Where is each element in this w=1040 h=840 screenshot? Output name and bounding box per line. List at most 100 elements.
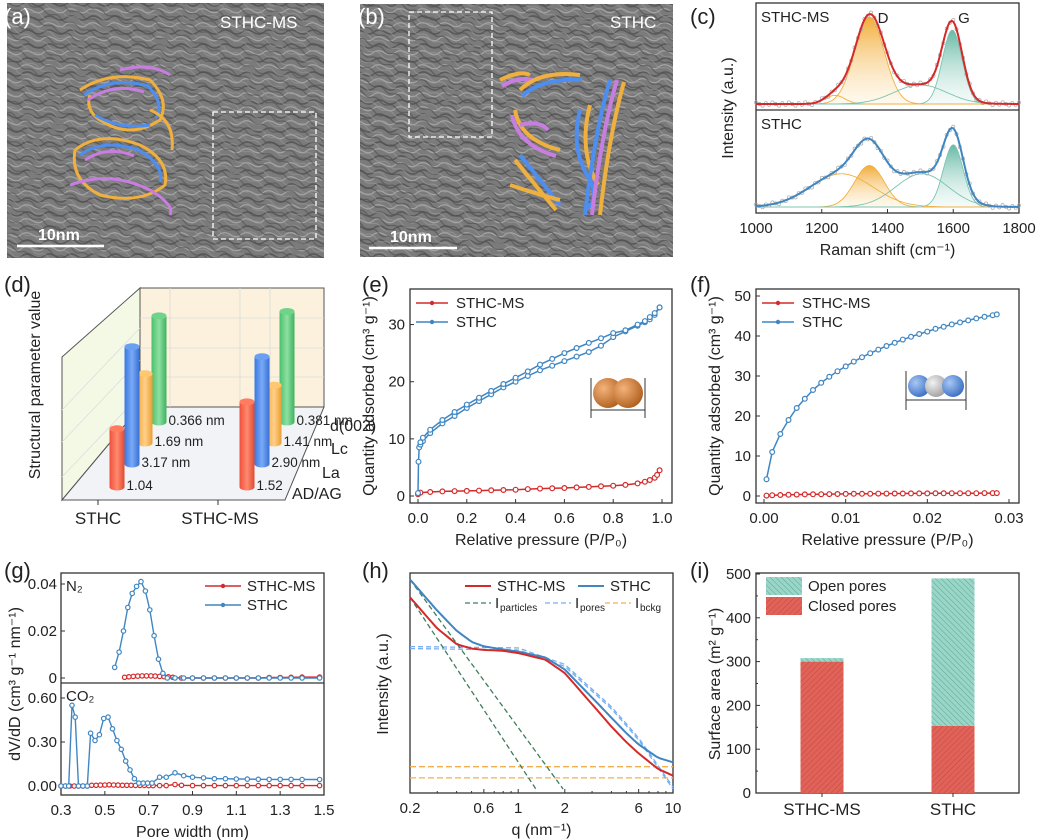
subplot-gas-label: N₂	[66, 578, 83, 595]
data-point	[777, 431, 784, 438]
data-point	[785, 491, 792, 498]
bar-open-pores-STHC-MS	[800, 658, 844, 662]
data-point	[69, 702, 75, 709]
data-point	[850, 358, 857, 365]
data-point	[973, 315, 980, 322]
legend-marker	[429, 300, 435, 306]
data-point	[266, 776, 273, 783]
y-axis-label: Surface area (m² g⁻¹)	[707, 608, 724, 760]
legend-label: I	[635, 595, 639, 612]
data-point	[476, 394, 483, 401]
data-point	[255, 782, 262, 789]
peak-component-D3	[756, 173, 1019, 208]
legend-label: Open pores	[808, 578, 886, 595]
o-atom-icon	[908, 375, 930, 397]
plot-frame	[755, 288, 1020, 504]
data-point	[610, 482, 617, 489]
legend-label: STHC-MS	[456, 295, 524, 312]
data-point	[244, 675, 251, 681]
data-point	[222, 782, 229, 789]
data-point	[585, 339, 592, 346]
data-point	[222, 775, 229, 782]
data-point	[244, 776, 251, 782]
bar-top	[124, 343, 140, 351]
series-line-STHC	[114, 580, 320, 679]
data-point	[842, 490, 849, 497]
depth-label: La	[322, 465, 340, 482]
x-tick-label: 1.1	[226, 802, 247, 819]
data-point	[233, 776, 240, 782]
data-point	[656, 467, 663, 474]
x-tick-label: 0.9	[182, 802, 203, 819]
data-point	[834, 368, 841, 375]
data-point	[561, 350, 568, 357]
data-point	[785, 417, 792, 424]
y-tick-label: 10	[388, 431, 405, 448]
data-point	[155, 656, 162, 663]
data-point	[834, 491, 841, 498]
legend-label-bckg: bckg	[640, 603, 661, 614]
data-point	[87, 730, 94, 737]
panel-g: (g) 0.3 0.5 0.7 0.9 1.1 1.3 1.5 Pore width (nm)…	[4, 558, 334, 840]
data-point	[58, 783, 64, 789]
y-axis-label: Structural parameter value	[27, 291, 44, 480]
bar-value-label: 2.90 nm	[272, 455, 321, 470]
data-point	[149, 780, 155, 786]
data-point	[128, 782, 134, 789]
bar-top	[279, 308, 295, 316]
x-tick-label: 0.00	[749, 510, 778, 527]
data-point	[233, 782, 240, 789]
legend-label: Closed pores	[808, 598, 896, 615]
bar-base	[109, 483, 125, 491]
data-point	[415, 458, 422, 465]
data-point	[993, 490, 1000, 497]
data-point	[573, 345, 580, 352]
data-point	[189, 782, 196, 789]
bar-Lc-STHC-MS	[266, 385, 282, 443]
legend-marker	[775, 300, 781, 306]
data-point	[100, 715, 107, 722]
data-point	[419, 434, 426, 441]
data-point	[916, 490, 923, 497]
data-point	[549, 362, 556, 369]
x-tick-label: 1.5	[314, 802, 335, 819]
data-point	[277, 782, 284, 789]
fit-total-STHC-MS	[756, 13, 1019, 105]
data-point	[561, 358, 568, 365]
panel-label-d: (d)	[4, 272, 31, 297]
y-tick-label: 50	[734, 288, 751, 305]
panel-f: (f) 0.00 0.01 0.02 0.03 0 10 20 30 40 50 Relative …	[690, 272, 1024, 549]
zoom-region-box-a	[212, 111, 317, 240]
data-point	[110, 782, 117, 788]
panel-label-h: (h)	[362, 558, 389, 583]
data-point	[133, 583, 140, 590]
legend-label: I	[575, 595, 579, 612]
x-tick-label: 0.7	[138, 802, 159, 819]
x-tick-label: 1	[514, 800, 522, 817]
g-band-label: G	[958, 10, 970, 27]
data-point	[178, 782, 185, 789]
x-tick-label: 0.4	[505, 510, 526, 527]
data-point	[858, 490, 865, 497]
data-point	[818, 379, 825, 386]
data-point	[801, 491, 808, 498]
data-point	[164, 675, 171, 681]
data-point	[92, 737, 98, 744]
data-point	[244, 782, 251, 789]
data-point	[120, 628, 127, 634]
data-point	[793, 405, 800, 412]
bar-base	[151, 418, 167, 426]
data-point	[769, 492, 776, 499]
data-point	[255, 675, 262, 681]
bar-closed-pores-STHC-MS	[800, 661, 844, 793]
data-point	[809, 491, 816, 498]
bar-Lc-STHC	[137, 373, 153, 443]
data-point	[451, 409, 458, 416]
panel-label-f: (f)	[690, 272, 711, 297]
bar-base	[239, 483, 255, 491]
bar-value-label: 1.04	[127, 478, 154, 493]
bar-AD/AG-STHC-MS	[239, 401, 255, 487]
data-point	[160, 670, 166, 677]
fit-total-STHC	[755, 126, 1019, 208]
y-tick-label: 10	[734, 448, 751, 465]
